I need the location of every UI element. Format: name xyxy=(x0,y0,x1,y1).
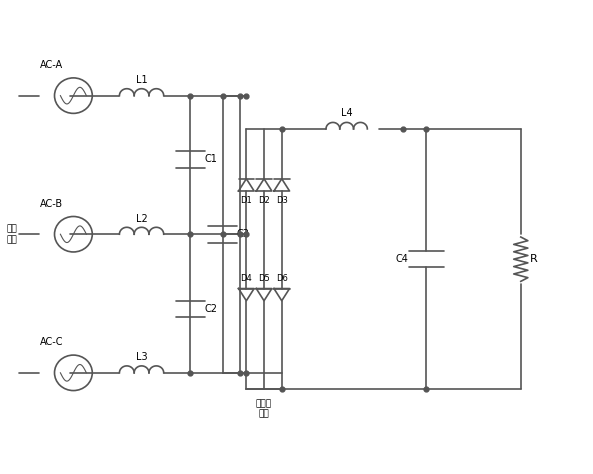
Text: 三相整
流桥: 三相整 流桥 xyxy=(256,399,272,419)
Text: R: R xyxy=(530,254,538,264)
Text: C1: C1 xyxy=(205,155,218,164)
Text: D6: D6 xyxy=(276,274,288,283)
Text: C4: C4 xyxy=(395,254,408,264)
Text: D2: D2 xyxy=(258,196,270,205)
Text: L1: L1 xyxy=(136,75,148,85)
Text: D4: D4 xyxy=(240,274,252,283)
Text: L3: L3 xyxy=(136,352,148,362)
Text: D3: D3 xyxy=(276,196,288,205)
Text: 三相
输入: 三相 输入 xyxy=(7,225,17,244)
Text: AC-C: AC-C xyxy=(40,337,63,347)
Text: L4: L4 xyxy=(341,109,352,118)
Text: AC-A: AC-A xyxy=(40,60,63,70)
Text: AC-B: AC-B xyxy=(40,199,63,209)
Text: L2: L2 xyxy=(136,214,148,224)
Text: C3: C3 xyxy=(237,229,250,239)
Text: D5: D5 xyxy=(258,274,270,283)
Text: D1: D1 xyxy=(240,196,252,205)
Text: C2: C2 xyxy=(205,304,218,314)
